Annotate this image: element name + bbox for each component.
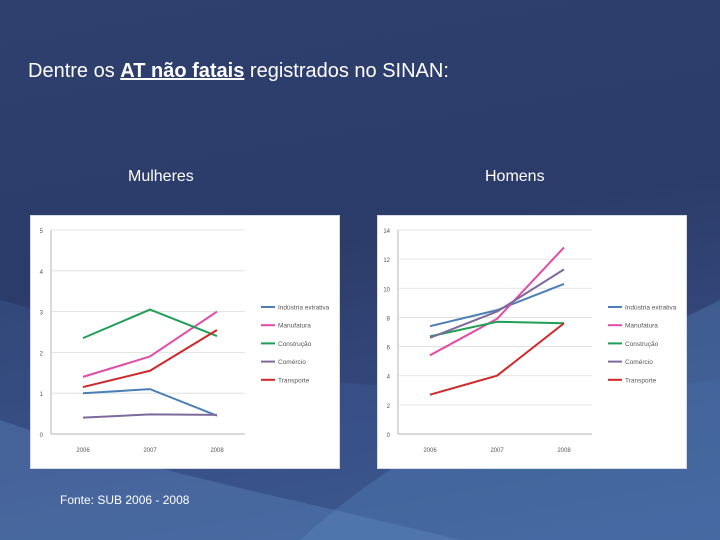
title-suffix: registrados no SINAN:	[244, 60, 449, 82]
x-tick-label: 2008	[557, 448, 571, 454]
legend-label-comercio: Comércio	[278, 359, 306, 366]
x-tick-label: 2007	[143, 448, 157, 454]
title-emphasis: AT não fatais	[120, 60, 245, 82]
legend-label-manufatura: Manufatura	[625, 323, 658, 330]
chart-mulheres: 0 1 2 3 4 5 2006 2007 2008 Indústria extrativa Man…	[31, 216, 339, 468]
legend-label-transporte: Transporte	[278, 377, 310, 384]
legend-label-construcao: Construção	[625, 341, 659, 348]
chart-homens: 0 2 4 6 8 10 12 14 2006 2007 2008 Indústria extrati…	[378, 216, 686, 468]
series-line-comercio	[82, 413, 218, 419]
series-line-construcao	[82, 308, 218, 340]
y-tick-label: 12	[383, 258, 390, 264]
series-line-industria-extrativa	[82, 388, 218, 417]
y-tick-label: 4	[387, 375, 391, 381]
series-line-transporte	[82, 329, 218, 389]
y-tick-label: 10	[383, 287, 390, 293]
y-tick-label: 5	[40, 229, 44, 235]
series-line-manufatura	[429, 246, 565, 357]
legend-label-construcao: Construção	[278, 341, 312, 348]
slide-title: Dentre os AT não fatais registrados no S…	[28, 60, 449, 83]
legend-label-industria-extrativa: Indústria extrativa	[625, 305, 677, 312]
legend-label-comercio: Comércio	[625, 359, 653, 366]
y-tick-label: 3	[40, 311, 44, 317]
x-tick-label: 2006	[76, 448, 90, 454]
chart-mulheres-svg: 0 1 2 3 4 5 2006 2007 2008 Indústria extrativa Man…	[40, 229, 330, 454]
y-tick-label: 14	[383, 229, 390, 235]
legend-label-industria-extrativa: Indústria extrativa	[278, 305, 330, 312]
legend-label-transporte: Transporte	[625, 377, 657, 384]
panel-title-mulheres: Mulheres	[128, 168, 194, 185]
y-tick-label: 4	[40, 270, 44, 276]
y-tick-label: 2	[40, 351, 44, 357]
y-tick-label: 6	[387, 346, 391, 352]
panel-title-homens: Homens	[485, 168, 545, 185]
x-tick-label: 2007	[490, 448, 504, 454]
y-tick-label: 1	[40, 392, 44, 398]
legend-label-manufatura: Manufatura	[278, 323, 311, 330]
series-line-industria-extrativa	[429, 282, 565, 328]
source-note: Fonte: SUB 2006 - 2008	[60, 493, 190, 507]
x-tick-label: 2008	[210, 448, 224, 454]
y-tick-label: 0	[40, 433, 44, 439]
y-tick-label: 2	[387, 404, 391, 410]
chart-homens-svg: 0 2 4 6 8 10 12 14 2006 2007 2008 Indústria extrati…	[383, 229, 677, 454]
series-line-construcao	[429, 320, 565, 338]
x-tick-label: 2006	[423, 448, 437, 454]
series-line-comercio	[429, 268, 565, 339]
series-line-manufatura	[82, 310, 218, 378]
y-tick-label: 0	[387, 433, 391, 439]
series-line-transporte	[429, 322, 565, 396]
y-tick-label: 8	[387, 316, 391, 322]
title-prefix: Dentre os	[28, 60, 121, 82]
